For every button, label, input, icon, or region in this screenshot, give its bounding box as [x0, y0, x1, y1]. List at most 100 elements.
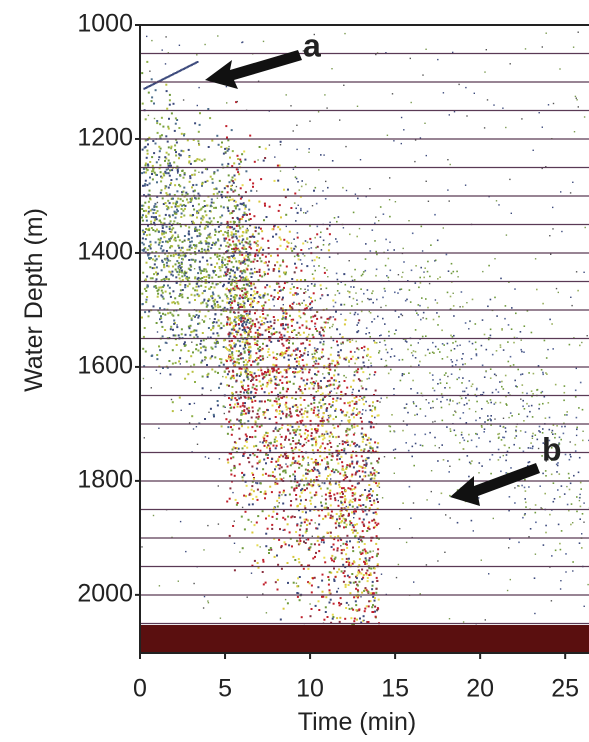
echo-dot — [408, 485, 411, 488]
echo-dot — [178, 183, 181, 186]
echo-dot — [574, 396, 577, 398]
echo-dot — [322, 595, 325, 598]
echo-dot — [519, 430, 522, 432]
echo-dot — [283, 238, 286, 241]
echo-dot — [271, 228, 274, 231]
echo-dot — [304, 489, 306, 492]
echo-dot — [261, 309, 264, 312]
echo-dot — [314, 362, 317, 365]
echo-dot — [320, 154, 322, 156]
echo-dot — [365, 513, 368, 516]
echo-dot — [338, 522, 341, 525]
echo-dot — [344, 617, 347, 620]
echo-dot — [247, 409, 250, 412]
echo-dot — [366, 580, 369, 583]
echo-dot — [278, 491, 281, 494]
echo-dot — [325, 466, 327, 469]
echo-dot — [334, 482, 337, 485]
echo-dot — [172, 255, 175, 258]
echo-dot — [445, 372, 447, 374]
echo-dot — [279, 473, 281, 476]
echo-dot — [315, 380, 318, 382]
echo-dot — [210, 263, 213, 266]
echo-dot — [211, 291, 214, 294]
echo-dot — [302, 354, 304, 357]
echo-dot — [232, 287, 235, 290]
echo-dot — [300, 435, 303, 438]
echo-dot — [350, 286, 352, 288]
echo-dot — [313, 189, 315, 192]
echo-dot — [364, 466, 367, 469]
echo-dot — [439, 351, 441, 353]
echo-dot — [462, 437, 464, 439]
echo-dot — [476, 433, 478, 436]
echo-dot — [385, 348, 387, 351]
echo-dot — [175, 276, 178, 279]
echo-dot — [256, 412, 259, 415]
echo-dot — [582, 439, 584, 442]
echo-dot — [487, 415, 489, 417]
echo-dot — [319, 357, 321, 360]
echo-dot — [323, 154, 325, 156]
echo-dot — [328, 384, 331, 387]
echo-dot — [274, 481, 277, 484]
echo-dot — [142, 249, 145, 252]
echo-dot — [352, 526, 355, 529]
echo-dot — [191, 173, 194, 176]
echo-dot — [326, 616, 329, 618]
echo-dot — [343, 501, 346, 504]
echo-dot — [548, 428, 551, 431]
echo-dot — [147, 210, 150, 213]
echo-dot — [206, 364, 208, 366]
echo-dot — [506, 404, 508, 406]
echo-dot — [286, 330, 289, 333]
echo-dot — [320, 231, 322, 234]
echo-dot — [252, 383, 255, 386]
echo-dot — [171, 270, 174, 273]
echo-dot — [233, 271, 236, 274]
echo-dot — [304, 498, 307, 501]
echo-dot — [280, 446, 283, 449]
echo-dot — [217, 35, 219, 37]
echo-dot — [273, 400, 276, 403]
echo-dot — [376, 494, 379, 496]
echo-dot — [330, 390, 333, 392]
echo-dot — [226, 149, 229, 152]
echo-dot — [316, 225, 319, 228]
echo-dot — [332, 543, 335, 546]
echo-dot — [334, 536, 337, 539]
echo-dot — [557, 291, 559, 294]
echo-dot — [264, 416, 267, 419]
echo-dot — [295, 293, 298, 296]
echo-dot — [265, 545, 268, 548]
echo-dot — [332, 299, 335, 302]
echo-dot — [299, 333, 302, 336]
echo-dot — [186, 198, 188, 201]
echo-dot — [233, 243, 236, 246]
echo-dot — [271, 458, 274, 460]
echo-dot — [362, 536, 365, 539]
echo-dot — [374, 615, 377, 618]
echo-dot — [257, 356, 260, 359]
echo-dot — [249, 243, 252, 246]
echo-dot — [243, 330, 246, 333]
echo-dot — [403, 261, 405, 263]
echo-dot — [373, 499, 376, 502]
echo-dot — [149, 176, 151, 179]
echo-dot — [177, 334, 180, 337]
echo-dot — [226, 297, 229, 300]
echo-dot — [315, 460, 318, 463]
echo-dot — [307, 305, 309, 308]
echo-dot — [310, 543, 313, 546]
echo-dot — [199, 233, 202, 236]
echo-dot — [240, 380, 243, 383]
echo-dot — [174, 231, 177, 234]
echo-dot — [298, 439, 300, 442]
echo-dot — [255, 495, 258, 498]
echo-dot — [341, 465, 344, 468]
echo-dot — [277, 372, 280, 374]
echo-dot — [351, 339, 354, 341]
echo-dot — [203, 345, 206, 348]
echo-dot — [221, 214, 224, 217]
echo-dot — [330, 405, 332, 408]
